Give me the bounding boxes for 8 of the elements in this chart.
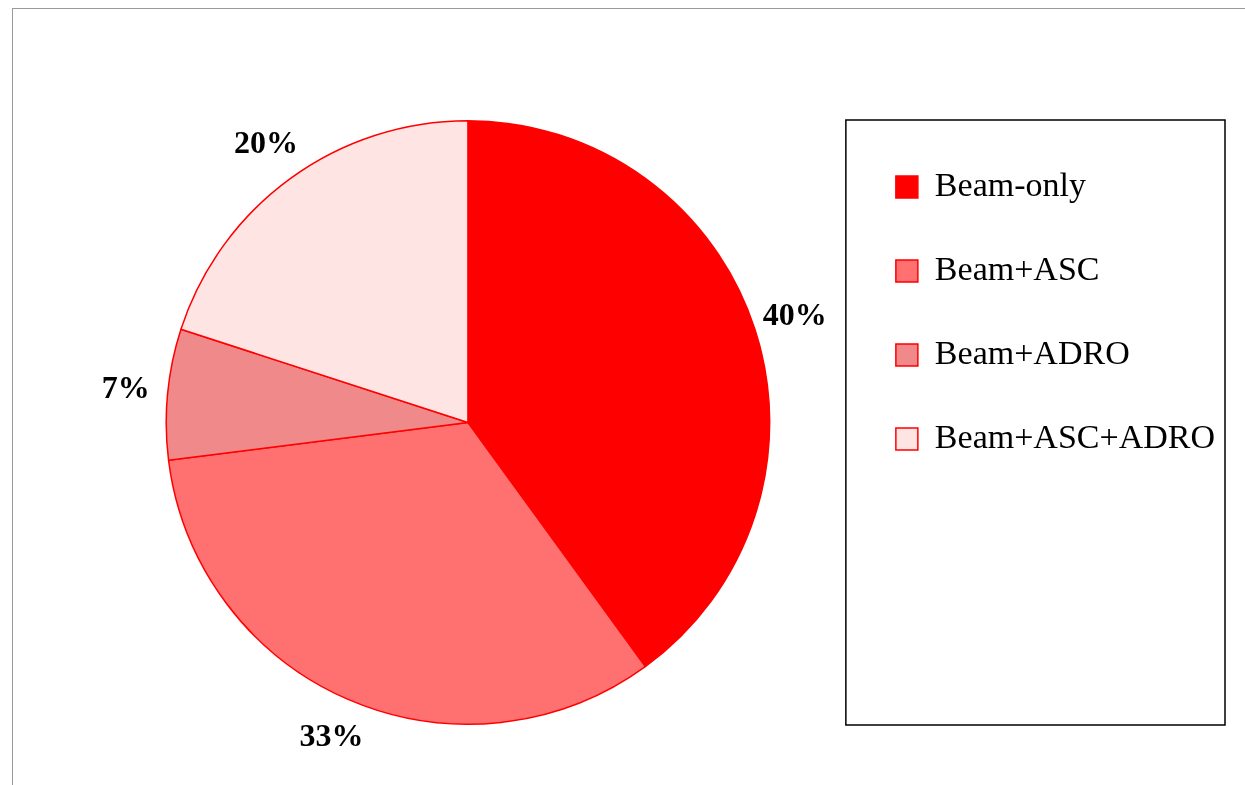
legend-label: Beam+ADRO (934, 333, 1130, 371)
legend-label: Beam-only (934, 165, 1086, 203)
data-label: 33% (299, 717, 364, 754)
data-label: 40% (762, 295, 827, 332)
data-label: 20% (233, 123, 298, 160)
legend-label: Beam+ASC (934, 249, 1100, 287)
legend-label: Beam+ASC+ADRO (934, 417, 1216, 455)
data-label: 7% (101, 369, 150, 406)
